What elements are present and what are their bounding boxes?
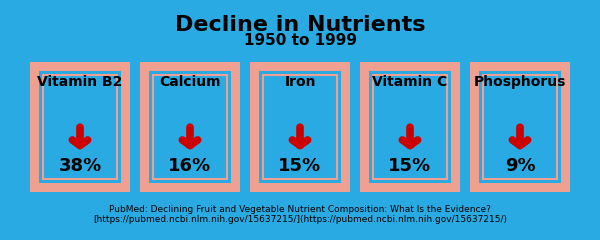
Bar	[470, 62, 570, 192]
Text: Decline in Nutrients: Decline in Nutrients	[175, 15, 425, 35]
Bar	[140, 62, 240, 192]
Text: 15%: 15%	[278, 157, 322, 175]
Text: 15%: 15%	[388, 157, 431, 175]
Text: Phosphorus: Phosphorus	[474, 75, 566, 89]
Bar	[250, 62, 350, 192]
Bar	[43, 75, 117, 179]
Text: 9%: 9%	[505, 157, 535, 175]
Text: Vitamin C: Vitamin C	[373, 75, 448, 89]
Bar	[153, 75, 227, 179]
Bar	[479, 71, 561, 183]
Bar	[373, 75, 447, 179]
Text: Vitamin B2: Vitamin B2	[37, 75, 122, 89]
Bar	[30, 62, 130, 192]
Text: 38%: 38%	[58, 157, 101, 175]
Text: PubMed: Declining Fruit and Vegetable Nutrient Composition: What Is the Evidence: PubMed: Declining Fruit and Vegetable Nu…	[93, 204, 507, 224]
Bar	[483, 75, 557, 179]
Text: 16%: 16%	[169, 157, 212, 175]
Text: 1950 to 1999: 1950 to 1999	[244, 33, 356, 48]
Bar	[369, 71, 451, 183]
Text: Iron: Iron	[284, 75, 316, 89]
Bar	[149, 71, 231, 183]
Text: Calcium: Calcium	[159, 75, 221, 89]
Bar	[39, 71, 121, 183]
Bar	[263, 75, 337, 179]
Bar	[360, 62, 460, 192]
Bar	[259, 71, 341, 183]
